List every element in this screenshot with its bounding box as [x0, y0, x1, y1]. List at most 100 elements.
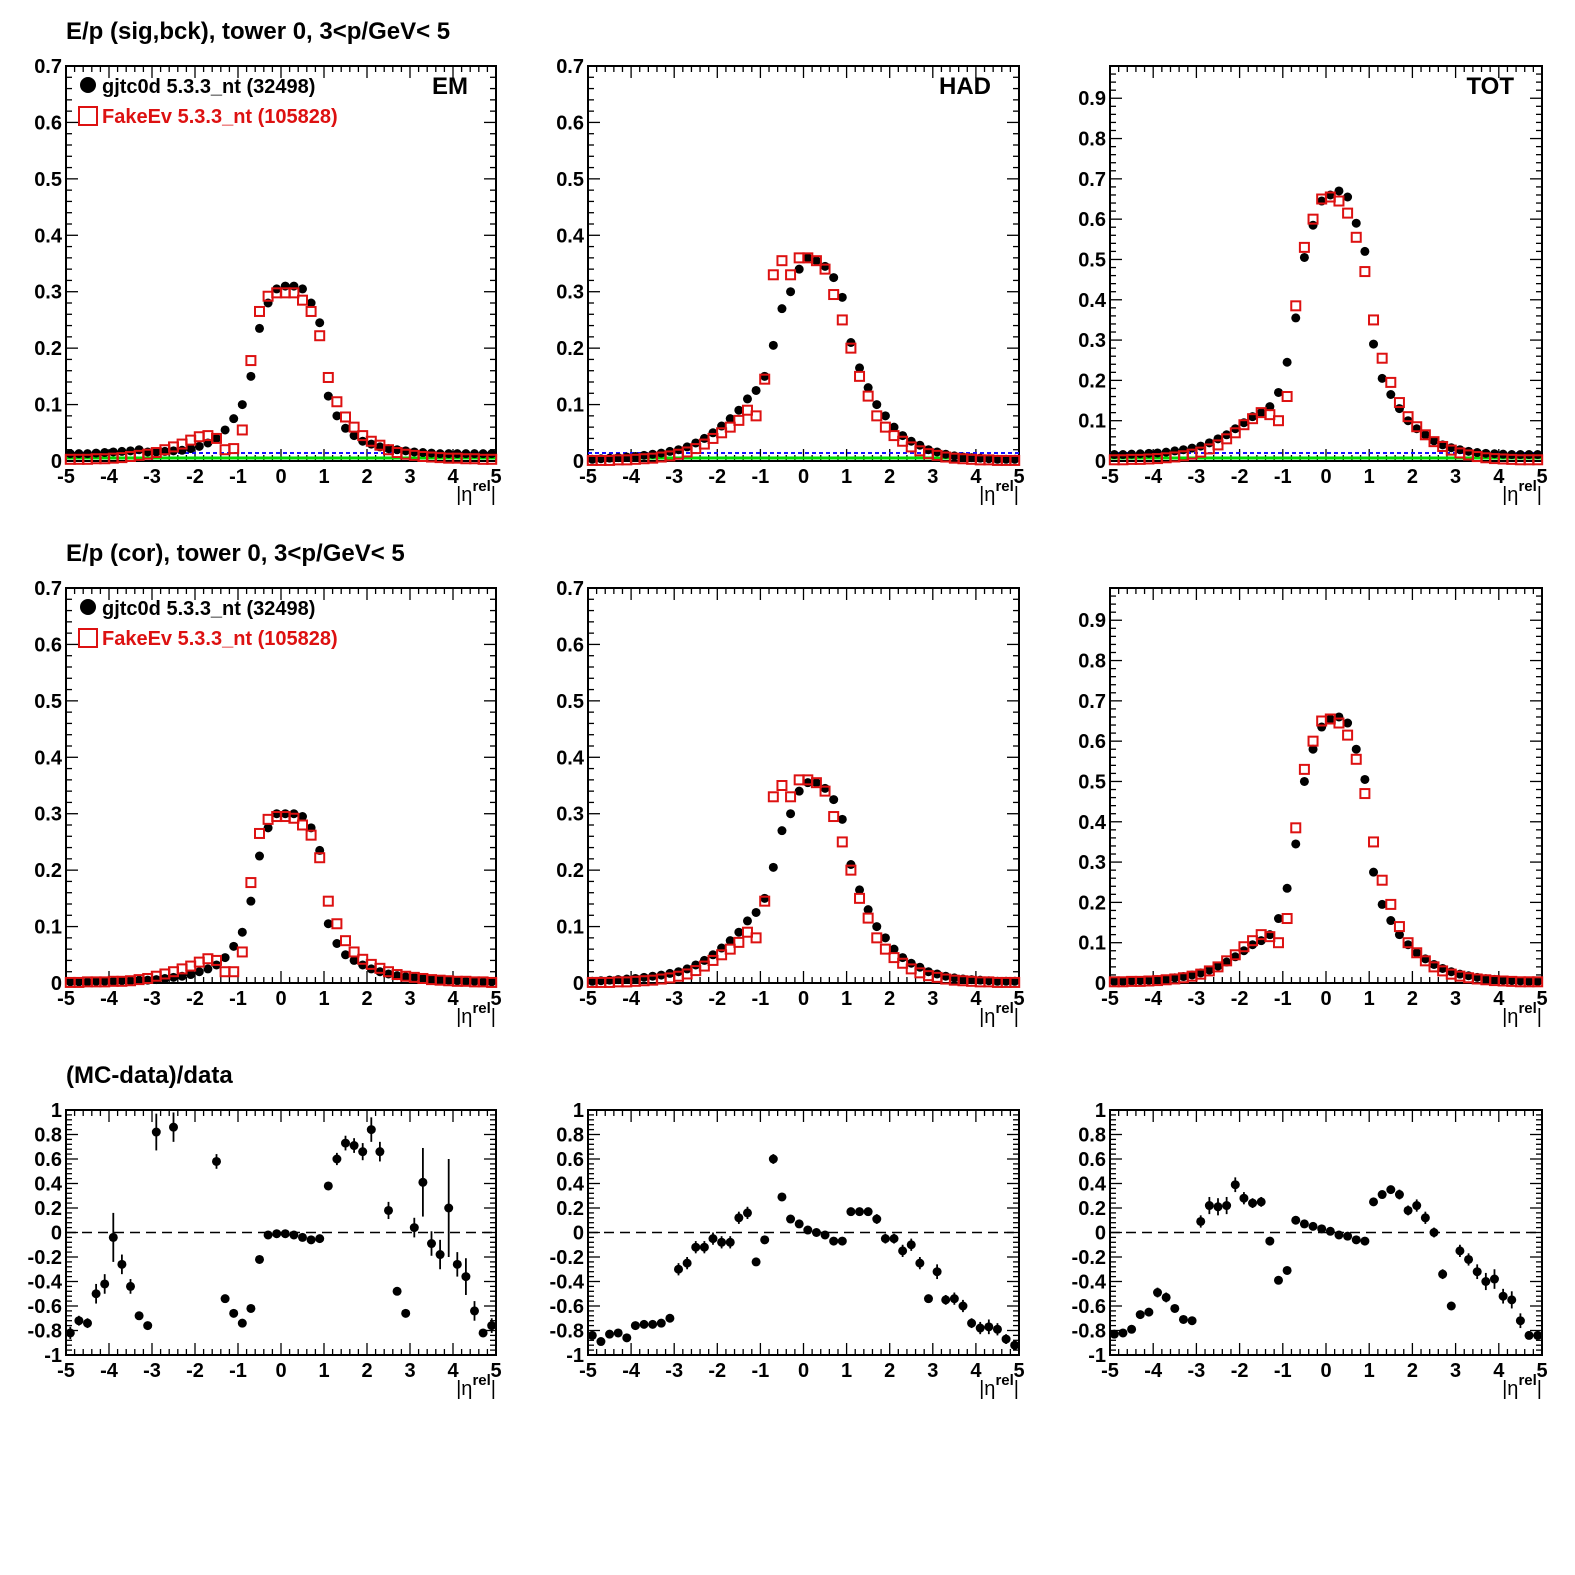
x-axis-label: |ηrel| [979, 1372, 1019, 1400]
data-point [1481, 974, 1491, 984]
x-tick-label: 5 [1013, 1360, 1024, 1382]
data-point [349, 431, 359, 441]
ratio-point [401, 1308, 411, 1318]
x-tick-label: -4 [100, 466, 119, 488]
mc-point [1402, 411, 1414, 423]
x-tick-label: -4 [1144, 1360, 1163, 1382]
ratio-point [915, 1258, 925, 1268]
row-title-ratio: (MC-data)/data [66, 1062, 233, 1089]
mc-point [1342, 207, 1354, 219]
ratio-point [169, 1122, 178, 1132]
mc-point [314, 330, 326, 342]
data-point [1377, 899, 1387, 909]
y-tick-label: 0.4 [34, 1174, 63, 1196]
mc-point [836, 314, 848, 326]
mc-point [888, 430, 900, 442]
data-point [1282, 357, 1292, 367]
mc-point [845, 864, 857, 876]
ratio-point [418, 1177, 428, 1187]
y-tick-label: 0.5 [34, 691, 62, 713]
ratio-point [1109, 1329, 1119, 1339]
ratio-point [1489, 1274, 1499, 1284]
x-tick-label: 0 [798, 988, 809, 1010]
x-tick-label: 2 [884, 466, 895, 488]
data-point [1153, 448, 1163, 458]
data-point [1377, 373, 1387, 383]
x-tick-label: -3 [665, 466, 683, 488]
data-point [846, 860, 856, 869]
data-point [444, 975, 454, 985]
data-point [1187, 970, 1197, 980]
ratio-point [91, 1289, 101, 1299]
y-tick-label: -0.8 [1072, 1321, 1106, 1343]
y-tick-label: 0.6 [556, 634, 584, 656]
data-point [1170, 973, 1180, 983]
mc-point [245, 877, 257, 889]
data-point [786, 809, 796, 819]
mc-point [1009, 454, 1021, 466]
data-point [768, 862, 778, 872]
ratio-point [1412, 1201, 1422, 1211]
ratio-point [1010, 1340, 1020, 1350]
mc-point [1272, 937, 1284, 949]
legend-data-marker [80, 77, 96, 93]
data-point [794, 264, 804, 274]
mc-point [228, 966, 240, 978]
y-tick-label: 0.6 [1078, 1149, 1106, 1171]
mc-point [1221, 955, 1233, 967]
mc-point [228, 443, 240, 455]
y-tick-label: 0.2 [556, 860, 584, 882]
x-tick-label: 2 [884, 1360, 895, 1382]
y-tick-label: 0.4 [34, 225, 63, 247]
data-point [1498, 975, 1508, 985]
x-tick-label: 2 [361, 466, 372, 488]
data-point [349, 955, 359, 965]
mc-point [897, 435, 909, 447]
data-point [323, 391, 333, 401]
data-point [91, 448, 101, 458]
data-point [734, 927, 744, 937]
ratio-point [941, 1295, 951, 1305]
data-point [220, 953, 230, 963]
ratio-point [1498, 1291, 1508, 1301]
legend-data-label: gjtc0d 5.3.3_nt (32498) [102, 598, 315, 620]
x-tick-label: -3 [1188, 1360, 1206, 1382]
x-tick-label: -1 [1274, 988, 1292, 1010]
y-tick-label: 0 [1095, 451, 1106, 473]
plot-frame [587, 587, 1020, 984]
data-point [691, 960, 701, 970]
x-tick-label: -2 [1231, 466, 1249, 488]
ratio-point [332, 1154, 342, 1164]
data-point [65, 977, 75, 987]
data-point [1334, 186, 1344, 196]
mc-point [297, 819, 308, 831]
mc-point [879, 421, 891, 433]
x-tick-label: -5 [1101, 988, 1119, 1010]
chart-ratio_tot: -5 -4 -3 -2 -1 0 1 2 3 4 5-1-0.8-0.6-0.4-0.200.20.… [1072, 1100, 1548, 1400]
ratio-point [1161, 1292, 1171, 1302]
data-point [1299, 252, 1309, 262]
mc-point [236, 946, 248, 958]
y-tick-label: 0 [573, 451, 584, 473]
mc-point [707, 432, 719, 444]
x-tick-label: 2 [1407, 988, 1418, 1010]
mc-point [1359, 788, 1371, 800]
x-tick-label: -1 [752, 466, 770, 488]
data-point [74, 449, 84, 459]
data-point [298, 284, 307, 294]
legend-mc-marker [78, 628, 98, 648]
data-point [194, 441, 204, 451]
ratio-point [1144, 1307, 1154, 1317]
ratio-point [1325, 1226, 1335, 1236]
data-point [760, 371, 770, 381]
y-tick-label: 0.5 [556, 169, 584, 191]
ratio-point [975, 1323, 985, 1333]
mc-point [1359, 266, 1371, 278]
x-tick-label: 1 [318, 1360, 329, 1382]
ratio-point [272, 1229, 282, 1239]
plot-frame [1109, 65, 1543, 462]
data-point [751, 385, 761, 395]
mc-point [305, 829, 317, 841]
data-point [1196, 968, 1206, 978]
data-point [358, 436, 368, 446]
